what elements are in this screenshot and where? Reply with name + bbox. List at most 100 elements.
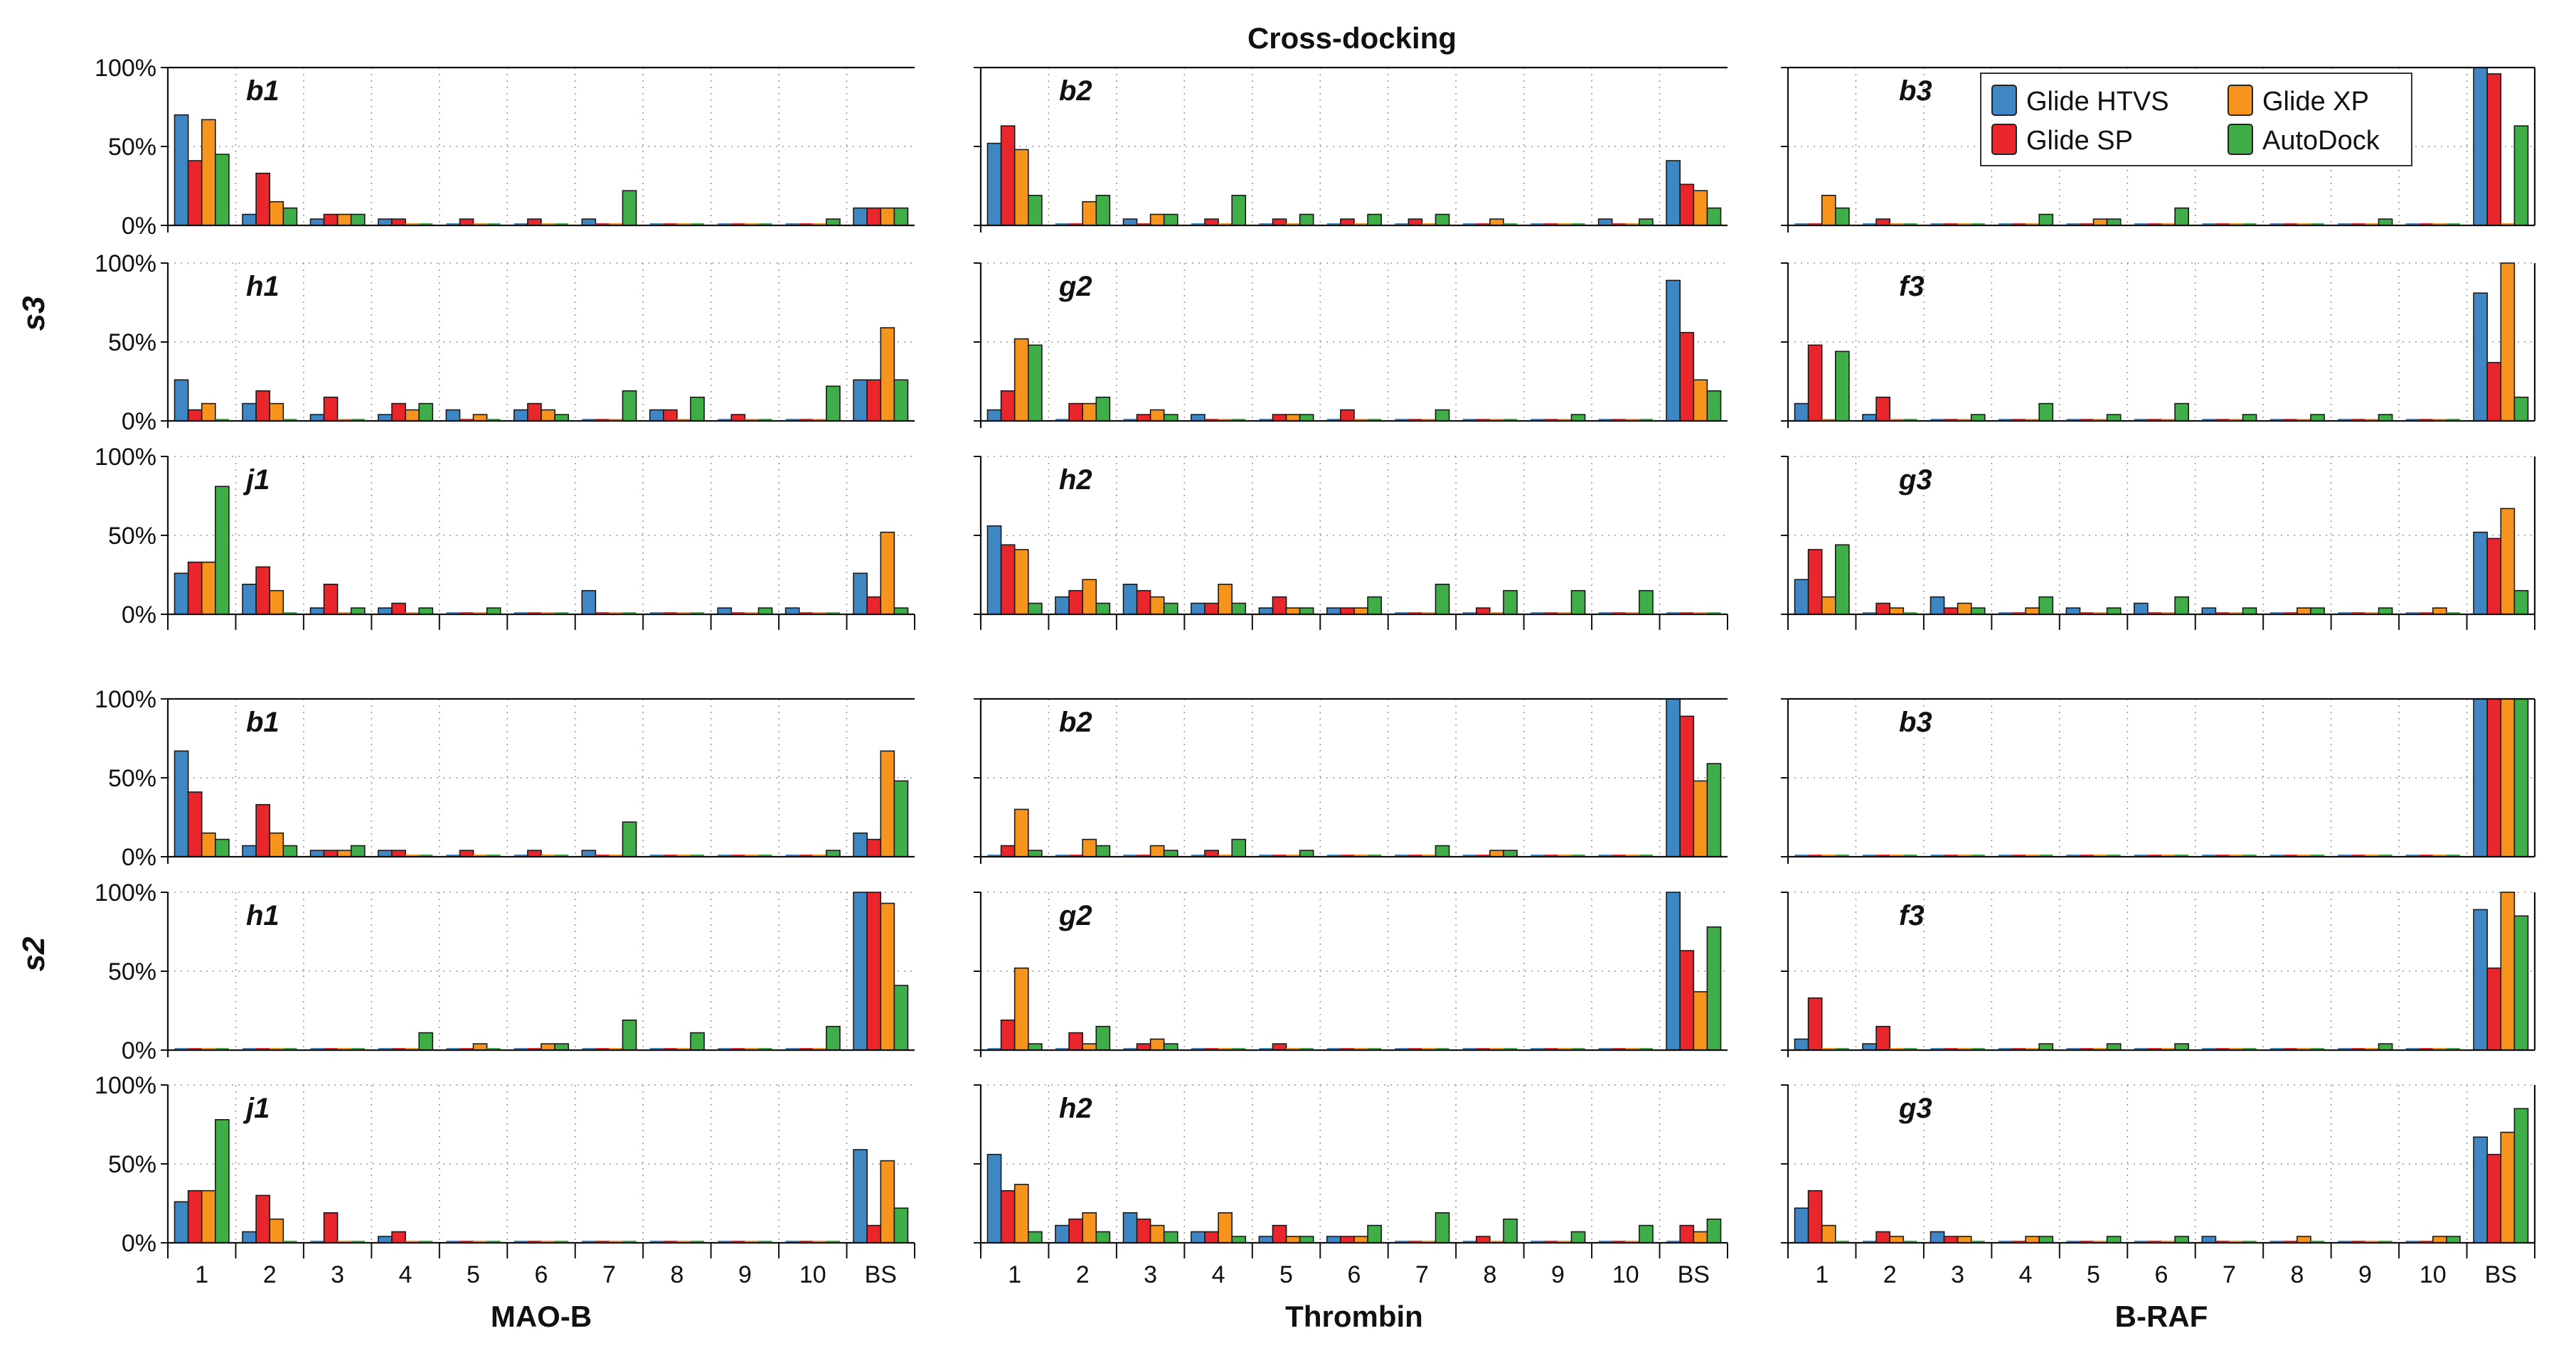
bar-s2-thrombin-g2-7-glide-sp [1408,1048,1422,1050]
bar-s2-b-raf-g3-4-autodock [2038,1236,2054,1244]
bar-s2-thrombin-h2-3-glide-sp [1136,1218,1151,1244]
x-tick-label-3: 3 [1144,1261,1157,1288]
bar-s3-b-raf-f3-7-glide-htvs [2202,419,2216,421]
bar-s3-thrombin-b2-4-glide-xp [1218,223,1233,225]
bar-s3-thrombin-g2-1-glide-sp [1000,390,1016,422]
bar-s2-b-raf-f3-6-autodock [2174,1043,2190,1051]
bar-s2-thrombin-h2-5-glide-sp [1272,1224,1287,1244]
bar-s2-b-raf-g3-bs-glide-xp [2500,1131,2516,1244]
bar-s3-thrombin-g2-9-glide-xp [1558,419,1572,421]
x-tick-label-4: 4 [399,1261,413,1288]
bar-s3-b-raf-g3-4-glide-htvs [1998,612,2012,614]
bar-s2-b-raf-b3-4-autodock [2039,855,2053,857]
bar-s2-mao-b-b1-9-glide-xp [745,855,759,857]
bar-s2-thrombin-g2-9-glide-xp [1558,1048,1572,1050]
bar-s3-thrombin-h2-bs-glide-sp [1680,612,1694,614]
bar-s2-mao-b-j1-bs-glide-htvs [853,1149,868,1244]
bar-s3-thrombin-h2-7-glide-xp [1422,612,1436,614]
bar-s3-thrombin-g2-6-glide-htvs [1326,419,1341,421]
bar-s3-thrombin-g2-4-glide-xp [1218,419,1233,421]
x-tick-label-bs: BS [1678,1261,1710,1288]
bar-s2-mao-b-b1-10-glide-xp [812,855,826,857]
bar-s2-b-raf-f3-8-glide-xp [2296,1048,2311,1050]
bar-s2-mao-b-b1-6-glide-sp [527,850,542,857]
bar-s2-mao-b-h1-10-glide-htvs [785,1048,799,1050]
bar-s3-thrombin-h2-2-autodock [1095,602,1111,615]
bar-s3-b-raf-b3-bs-glide-sp [2486,73,2502,226]
panel-s2-thrombin-b2: b2 [974,697,1728,864]
bar-s2-thrombin-h2-4-glide-xp [1218,1212,1233,1244]
bar-s3-thrombin-g2-9-autodock [1570,414,1586,422]
bar-s2-thrombin-g2-4-glide-sp [1205,1048,1219,1050]
bar-s3-thrombin-g2-4-glide-sp [1205,419,1219,421]
bar-s2-mao-b-h1-8-glide-xp [676,1048,691,1050]
bar-s2-mao-b-j1-3-glide-xp [337,1241,351,1243]
bar-s3-thrombin-b2-4-glide-sp [1204,218,1219,226]
bar-s3-mao-b-h1-10-glide-htvs [785,419,799,421]
bar-s3-mao-b-b1-bs-glide-htvs [853,207,868,226]
bar-s3-mao-b-h1-3-glide-xp [337,419,351,421]
x-tick-label-6: 6 [1348,1261,1361,1288]
bar-s3-mao-b-j1-3-glide-htvs [309,607,325,615]
bar-s3-mao-b-j1-bs-autodock [893,607,909,615]
bar-s3-b-raf-g3-8-glide-htvs [2269,612,2284,614]
bar-s3-b-raf-g3-9-autodock [2378,607,2393,615]
bar-s2-mao-b-j1-3-glide-htvs [310,1241,324,1243]
bar-s2-mao-b-h1-6-glide-xp [541,1043,555,1051]
bar-s2-mao-b-h1-9-autodock [758,1048,772,1050]
bar-s3-b-raf-b3-1-glide-sp [1808,223,1822,225]
bar-s2-thrombin-g2-7-autodock [1435,1048,1449,1050]
bar-s2-b-raf-f3-9-glide-htvs [2338,1048,2352,1050]
bar-s2-mao-b-h1-3-glide-sp [324,1048,338,1050]
bar-s2-mao-b-b1-10-glide-sp [799,855,813,857]
bar-s3-mao-b-b1-bs-glide-xp [880,207,895,226]
bar-s3-mao-b-h1-5-autodock [486,419,501,421]
bar-s3-thrombin-b2-8-glide-xp [1489,218,1504,226]
bar-s3-thrombin-b2-5-glide-xp [1286,223,1300,225]
bar-s3-thrombin-h2-5-glide-htvs [1258,607,1274,615]
bar-s3-thrombin-g2-3-glide-htvs [1123,419,1137,421]
bar-s2-mao-b-j1-8-glide-sp [663,1241,677,1243]
bar-s2-b-raf-b3-4-glide-htvs [1998,855,2012,857]
bar-s3-thrombin-h2-7-autodock [1435,583,1450,615]
bar-s2-mao-b-b1-8-autodock [691,855,705,857]
bar-s3-thrombin-b2-bs-glide-htvs [1666,160,1681,226]
bar-s2-b-raf-f3-2-autodock [1903,1048,1917,1050]
bar-s3-mao-b-h1-5-glide-xp [472,414,488,422]
bar-s3-b-raf-f3-bs-autodock [2513,396,2529,422]
bar-s2-b-raf-f3-7-autodock [2242,1048,2257,1050]
bar-s3-mao-b-b1-9-glide-xp [745,223,759,225]
bar-s3-thrombin-g2-1-glide-xp [1013,338,1029,422]
bar-s2-thrombin-h2-9-glide-htvs [1531,1241,1545,1243]
panel-label-s3-mao-b-j1: j1 [243,464,270,496]
bar-s3-thrombin-g2-5-glide-htvs [1259,419,1273,421]
bar-s2-mao-b-b1-3-glide-xp [336,850,352,857]
panel-s2-b-raf-f3: f3 [1781,892,2536,1057]
bar-s3-b-raf-b3-4-autodock [2038,213,2054,226]
bar-s3-thrombin-g2-2-glide-sp [1068,402,1083,422]
bar-s2-thrombin-b2-2-autodock [1095,845,1111,857]
bar-s2-thrombin-g2-6-autodock [1368,1048,1382,1050]
bar-s3-b-raf-f3-6-autodock [2174,402,2190,422]
y-tick-label: 50% [108,134,156,161]
bar-s3-mao-b-j1-9-glide-htvs [717,607,733,615]
bar-s2-thrombin-h2-6-glide-sp [1340,1236,1355,1244]
bar-s3-mao-b-j1-5-glide-htvs [446,612,460,614]
bar-s3-b-raf-f3-10-glide-xp [2432,419,2447,421]
bar-s3-mao-b-b1-5-glide-xp [473,223,487,225]
bar-s2-mao-b-b1-6-glide-xp [541,855,555,857]
x-tick-label-4: 4 [1212,1261,1225,1288]
bar-s2-b-raf-g3-8-glide-htvs [2269,1241,2284,1243]
bar-s3-thrombin-b2-8-glide-sp [1476,223,1490,225]
bar-s2-thrombin-g2-9-glide-htvs [1531,1048,1545,1050]
bar-s3-b-raf-b3-4-glide-xp [2026,223,2040,225]
bar-s3-thrombin-g2-1-glide-htvs [986,409,1002,422]
bar-s3-thrombin-b2-10-autodock [1639,218,1654,226]
bar-s3-mao-b-h1-1-glide-htvs [174,379,189,422]
bar-s2-mao-b-h1-9-glide-sp [731,1048,745,1050]
bar-s3-mao-b-b1-8-autodock [691,223,705,225]
bar-s2-mao-b-h1-1-glide-htvs [174,1048,188,1050]
bar-s3-mao-b-b1-5-autodock [486,223,501,225]
bar-s2-thrombin-g2-8-glide-htvs [1462,1048,1476,1050]
bar-s2-thrombin-b2-7-glide-htvs [1395,855,1409,857]
